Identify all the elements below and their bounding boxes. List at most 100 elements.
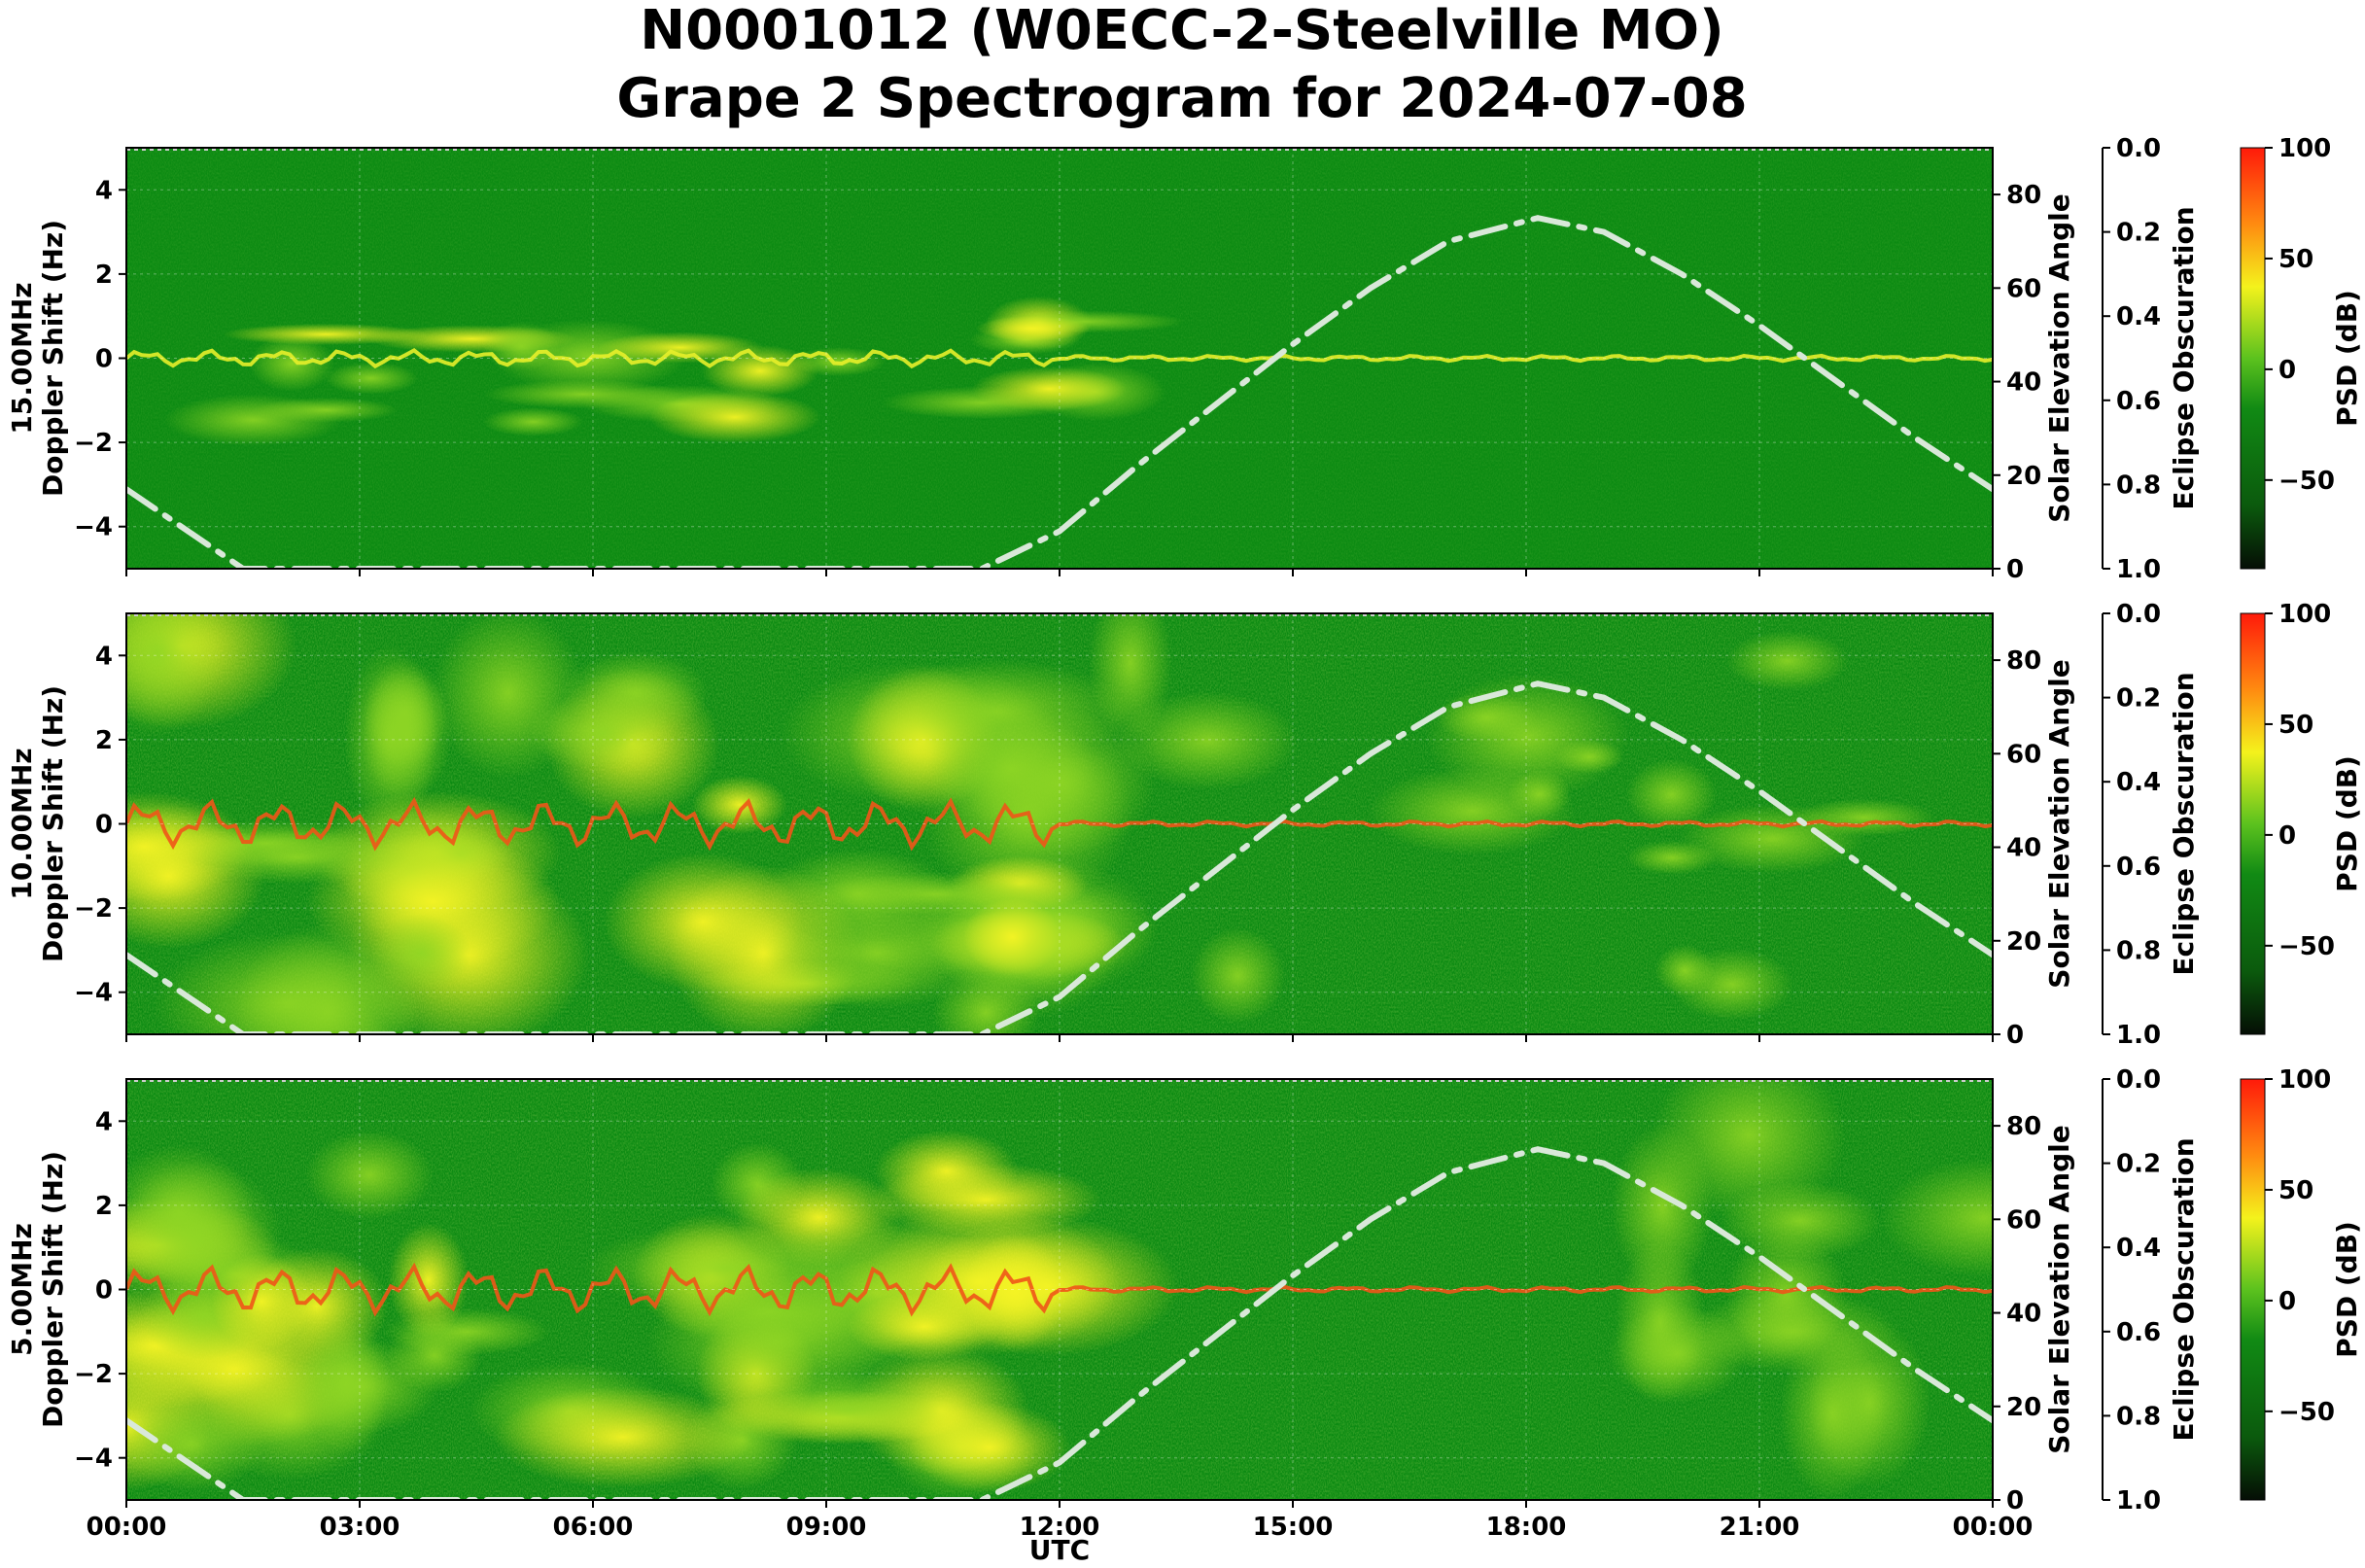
solar-tick-label: 80 — [2006, 646, 2041, 676]
y-tick-label: −2 — [74, 894, 113, 923]
solar-tick-label: 60 — [2006, 274, 2041, 303]
eclipse-tick-label: 0.4 — [2116, 302, 2161, 331]
eclipse-tick-label: 0.6 — [2116, 387, 2161, 416]
y-tick-label: 4 — [95, 1107, 113, 1136]
y-tick-label: 4 — [95, 176, 113, 205]
activity-region — [962, 898, 1061, 976]
solar-elevation-curve — [126, 215, 1993, 569]
y-axis-label: Doppler Shift (Hz) — [37, 220, 69, 497]
carrier-trace — [126, 796, 1993, 852]
solar-axis-label: Solar Elevation Angle — [2043, 659, 2075, 988]
chart-title: N0001012 (W0ECC-2-Steelville MO) — [640, 0, 1723, 62]
solar-tick-label: 20 — [2006, 927, 2041, 957]
activity-region — [185, 830, 408, 885]
eclipse-tick-label: 0.2 — [2116, 219, 2161, 248]
spectrogram-area — [126, 613, 1993, 1034]
activity-region — [1425, 674, 1630, 800]
activity-region — [432, 613, 584, 780]
colorbar-tick-label: −50 — [2278, 1398, 2335, 1427]
activity-region — [1792, 798, 1935, 837]
colorbar-tick-label: 0 — [2278, 356, 2296, 385]
x-tick-label: 06:00 — [553, 1513, 634, 1542]
eclipse-tick-label: 1.0 — [2116, 1486, 2161, 1516]
eclipse-tick-label: 0.2 — [2116, 1150, 2161, 1179]
activity-region — [975, 315, 1090, 341]
eclipse-tick-label: 0.8 — [2116, 470, 2161, 500]
y-tick-label: 0 — [95, 1276, 113, 1306]
activity-region — [648, 391, 821, 443]
y-tick-label: −4 — [74, 1445, 113, 1474]
solar-tick-label: 40 — [2006, 1300, 2041, 1329]
x-tick-label: 03:00 — [320, 1513, 400, 1542]
colorbar — [2240, 147, 2266, 570]
solar-tick-label: 40 — [2006, 368, 2041, 398]
carrier-trace — [126, 1262, 1993, 1317]
y-tick-label: 2 — [95, 261, 113, 290]
solar-tick-label: 20 — [2006, 1393, 2041, 1422]
solar-tick-label: 80 — [2006, 1112, 2041, 1141]
activity-region — [691, 775, 787, 834]
activity-region — [305, 1130, 434, 1220]
y-tick-label: 0 — [95, 811, 113, 840]
y-tick-label: −4 — [74, 979, 113, 1008]
solar-elevation-curve — [126, 680, 1993, 1034]
y-tick-label: 2 — [95, 726, 113, 755]
panel-10.00MHz: 420−2−410.00MHz Doppler Shift (Hz)8060402… — [6, 600, 2363, 1050]
colorbar-tick-label: 50 — [2278, 711, 2313, 740]
colorbar-label: PSD (dB) — [2331, 290, 2363, 427]
activity-region — [324, 362, 419, 395]
activity-region — [126, 1161, 283, 1312]
activity-region — [361, 668, 453, 802]
activity-region — [847, 1292, 1002, 1361]
colorbar-tick-label: −50 — [2278, 467, 2335, 496]
y-tick-label: −2 — [74, 429, 113, 458]
solar-tick-label: 0 — [2006, 1021, 2024, 1050]
activity-region — [1725, 631, 1849, 691]
eclipse-tick-label: 0.8 — [2116, 1402, 2161, 1431]
x-tick-label: 21:00 — [1720, 1513, 1800, 1542]
y-tick-label: −2 — [74, 1360, 113, 1389]
activity-region — [494, 1386, 752, 1488]
activity-region — [249, 335, 335, 392]
y-tick-label: 0 — [95, 345, 113, 374]
eclipse-axis-label: Eclipse Obscuration — [2168, 672, 2200, 975]
eclipse-tick-label: 0.0 — [2116, 1065, 2161, 1095]
activity-region — [1608, 1304, 1747, 1404]
activity-region — [388, 1222, 470, 1338]
spectrogram-area — [126, 1079, 1993, 1500]
eclipse-axis-label: Eclipse Obscuration — [2168, 206, 2200, 509]
activity-region — [597, 331, 763, 364]
eclipse-tick-label: 0.4 — [2116, 768, 2161, 797]
solar-tick-label: 0 — [2006, 1486, 2024, 1516]
x-tick-label: 15:00 — [1253, 1513, 1334, 1542]
panel-15.00MHz: 420−2−415.00MHz Doppler Shift (Hz)8060402… — [6, 134, 2363, 584]
colorbar-label: PSD (dB) — [2331, 1221, 2363, 1358]
frequency-label: 10.00MHz — [6, 748, 38, 899]
activity-region — [1671, 948, 1793, 1021]
eclipse-tick-label: 0.6 — [2116, 853, 2161, 882]
activity-region — [126, 1397, 265, 1491]
activity-region — [1625, 758, 1718, 831]
solar-tick-label: 60 — [2006, 740, 2041, 769]
activity-region — [126, 613, 224, 735]
solar-axis-label: Solar Elevation Angle — [2043, 193, 2075, 522]
activity-region — [234, 923, 420, 1034]
colorbar-tick-label: 0 — [2278, 1287, 2296, 1316]
carrier-trace — [126, 348, 1993, 369]
eclipse-tick-label: 0.6 — [2116, 1318, 2161, 1347]
colorbar-tick-label: 100 — [2278, 600, 2331, 629]
solar-tick-label: 80 — [2006, 181, 2041, 210]
x-tick-label: 12:00 — [1020, 1513, 1100, 1542]
activity-region — [1880, 1159, 1993, 1277]
solar-axis-label: Solar Elevation Angle — [2043, 1125, 2075, 1453]
activity-region — [387, 1317, 482, 1393]
eclipse-axis-label: Eclipse Obscuration — [2168, 1137, 2200, 1441]
solar-tick-label: 20 — [2006, 462, 2041, 491]
activity-region — [761, 896, 992, 1009]
solar-tick-label: 60 — [2006, 1205, 2041, 1235]
eclipse-tick-label: 1.0 — [2116, 555, 2161, 584]
chart-subtitle: Grape 2 Spectrogram for 2024-07-08 — [616, 67, 1747, 130]
activity-region — [253, 398, 399, 423]
colorbar — [2240, 612, 2266, 1035]
